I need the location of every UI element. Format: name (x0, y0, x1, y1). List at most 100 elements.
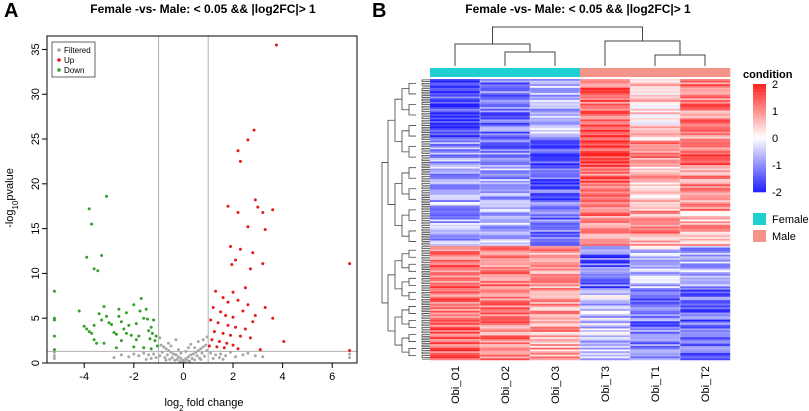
heatmap-cell (580, 298, 631, 301)
heatmap-cell (480, 331, 531, 334)
heatmap-cell (580, 319, 631, 322)
heatmap-cell (630, 303, 681, 306)
row-dendro-leaf (421, 116, 430, 119)
heatmap-cell (630, 245, 681, 248)
heatmap-cell (480, 84, 531, 87)
colorbar-tick-0: 2 (772, 79, 778, 91)
heatmap-cell (480, 303, 531, 306)
heatmap-cell (480, 256, 531, 259)
heatmap-cell (580, 151, 631, 154)
row-dendro-leaf (421, 228, 430, 232)
heatmap-cell (530, 226, 581, 229)
x-tick-label-0: -4 (79, 371, 89, 383)
heatmap-cell (680, 108, 731, 111)
heatmap-cell (430, 163, 481, 166)
row-dendro-leaf (421, 91, 430, 95)
heatmap-cell (430, 173, 481, 176)
heatmap-cell (630, 251, 681, 254)
heatmap-cell (480, 143, 531, 146)
heatmap-cell (630, 230, 681, 233)
heatmap-cell (680, 143, 731, 146)
heatmap-cell (530, 258, 581, 261)
heatmap-cell (680, 224, 731, 227)
row-dendro-branch (408, 334, 416, 342)
heatmap-cell (630, 214, 681, 217)
colorbar-tick-4: -2 (772, 187, 782, 199)
heatmap-cell (630, 94, 681, 97)
heatmap-cell (480, 126, 531, 129)
heatmap-cell (580, 323, 631, 326)
heatmap-cell (580, 115, 631, 118)
heatmap-cell (530, 145, 581, 148)
heatmap-cell (480, 273, 531, 276)
heatmap-cell (480, 124, 531, 127)
heatmap-cell (680, 131, 731, 134)
point-up-17 (261, 262, 265, 266)
heatmap-cell (580, 221, 631, 224)
heatmap-cell (630, 263, 681, 266)
heatmap-cell (430, 121, 481, 124)
heatmap-cell (630, 79, 681, 82)
point-down-21 (102, 305, 106, 309)
heatmap-cell (580, 358, 631, 361)
row-dendro-leaf (421, 105, 430, 109)
heatmap-cell (480, 287, 531, 290)
heatmap-cell (680, 149, 731, 152)
heatmap-cell (580, 226, 631, 229)
heatmap-cell (680, 302, 731, 305)
heatmap-cell (630, 98, 681, 101)
heatmap-cell (580, 307, 631, 310)
point-filtered-72 (348, 356, 352, 360)
point-filtered-33 (178, 360, 182, 364)
heatmap-cell (530, 101, 581, 104)
heatmap-cell (530, 212, 581, 215)
heatmap-cell (680, 177, 731, 180)
heatmap-cell (530, 208, 581, 211)
point-up-23 (221, 296, 225, 300)
heatmap-cell (530, 265, 581, 268)
heatmap-cell (430, 286, 481, 289)
heatmap-cell (430, 251, 481, 254)
colorbar-step (753, 84, 766, 87)
heatmap-cell (580, 138, 631, 141)
heatmap-cell (680, 184, 731, 187)
heatmap-cell (680, 296, 731, 299)
heatmap-cell (630, 310, 681, 313)
heatmap-cell (580, 128, 631, 131)
heatmap-cell (680, 159, 731, 162)
heatmap-cell (580, 207, 631, 210)
row-dendro-leaf (421, 123, 430, 126)
heatmap-cell (580, 205, 631, 208)
row-dendro-leaf (421, 165, 430, 169)
row-dendro-leaf (421, 137, 430, 140)
heatmap-cell (530, 331, 581, 334)
colorbar-step (753, 116, 766, 120)
heatmap-cell (430, 326, 481, 329)
y-tick-label-0: 0 (30, 360, 42, 366)
colorbar-step (753, 132, 766, 136)
heatmap-cell (630, 207, 681, 210)
heatmap-cell (680, 175, 731, 178)
heatmap-cell (480, 114, 531, 117)
heatmap-cell (480, 194, 531, 197)
heatmap-cell (430, 275, 481, 278)
heatmap-cell (630, 254, 681, 257)
heatmap-cell (680, 261, 731, 264)
point-up-25 (236, 298, 240, 302)
heatmap-cell (630, 212, 681, 215)
heatmap-cell (680, 338, 731, 341)
heatmap-cell (630, 198, 681, 201)
heatmap-cell (580, 198, 631, 201)
heatmap-cell (480, 358, 531, 361)
heatmap-cell (680, 94, 731, 97)
row-dendro-leaf (421, 112, 430, 116)
point-down-55 (124, 311, 128, 315)
heatmap-cell (680, 223, 731, 226)
heatmap-cell (680, 115, 731, 118)
heatmap-cell (580, 145, 631, 148)
point-up-29 (219, 310, 223, 314)
heatmap-cell (580, 89, 631, 92)
point-up-43 (229, 333, 232, 337)
row-dendro-branch (408, 249, 416, 258)
